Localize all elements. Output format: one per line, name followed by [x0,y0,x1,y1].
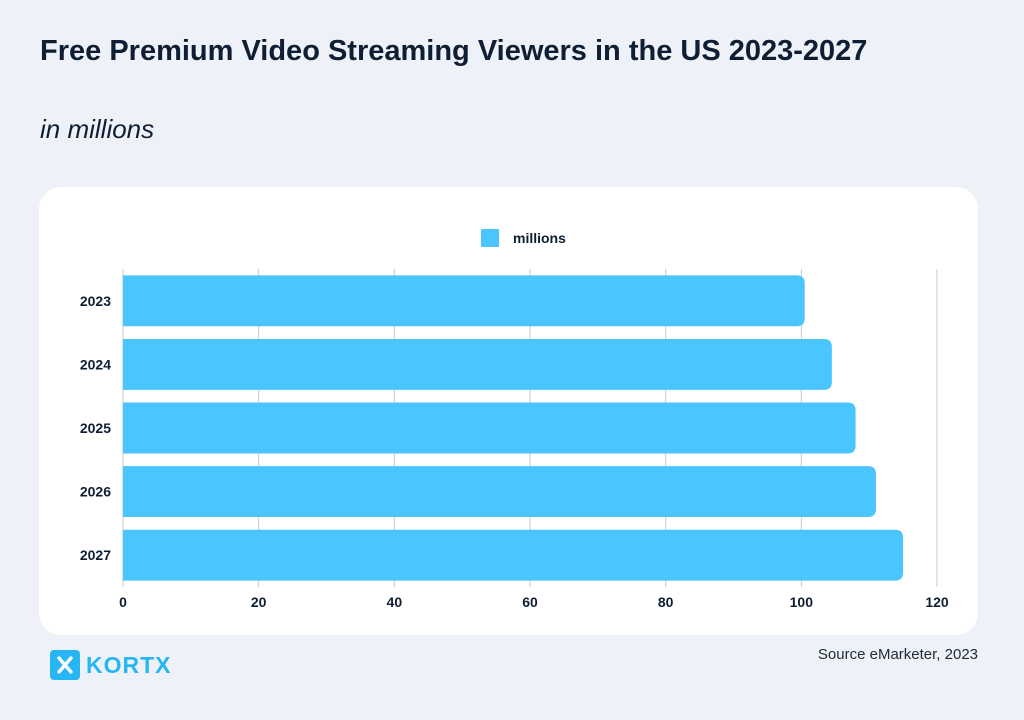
x-tick-label: 20 [251,594,267,610]
bar-2023 [123,275,805,327]
bar-2024 [123,338,832,390]
kortx-logo-icon [50,650,80,680]
y-tick-label: 2025 [80,420,111,436]
source-note: Source eMarketer, 2023 [817,646,978,663]
chart-subtitle: in millions [40,114,155,144]
bar-2027 [123,529,904,581]
brand-name: KORTX [86,651,172,678]
brand-logo: KORTX [50,650,172,680]
x-tick-label: 60 [522,594,538,610]
bar-2026 [123,466,876,518]
x-tick-label: 0 [119,594,127,610]
bar-2025 [123,402,856,454]
x-tick-label: 80 [658,594,674,610]
y-tick-label: 2023 [80,293,111,309]
chart-title: Free Premium Video Streaming Viewers in … [40,35,868,67]
x-tick-label: 100 [790,594,814,610]
y-tick-label: 2024 [80,356,111,372]
x-tick-label: 40 [387,594,403,610]
x-tick-label: 120 [925,594,949,610]
y-tick-label: 2027 [80,547,111,563]
chart-card: 2023 2024 2025 2026 2027 0 20 40 60 80 100 120 milli… [39,187,978,635]
bar-chart: 2023 2024 2025 2026 2027 0 20 40 60 80 100 120 milli… [80,229,949,610]
legend-label: millions [513,230,566,246]
legend-swatch [481,229,499,247]
y-tick-label: 2026 [80,484,111,500]
